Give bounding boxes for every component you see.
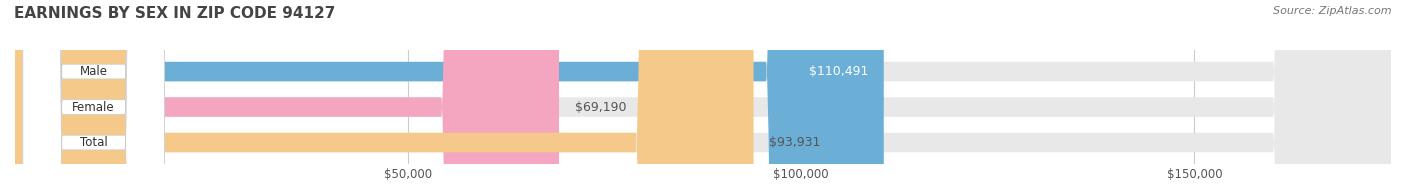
Text: Male: Male [80,65,108,78]
FancyBboxPatch shape [15,0,754,196]
FancyBboxPatch shape [15,0,1391,196]
FancyBboxPatch shape [22,0,165,196]
Text: Source: ZipAtlas.com: Source: ZipAtlas.com [1274,6,1392,16]
FancyBboxPatch shape [22,0,165,196]
FancyBboxPatch shape [15,0,560,196]
Text: Total: Total [80,136,107,149]
Text: Female: Female [72,101,115,113]
FancyBboxPatch shape [15,0,1391,196]
FancyBboxPatch shape [22,0,165,196]
Text: EARNINGS BY SEX IN ZIP CODE 94127: EARNINGS BY SEX IN ZIP CODE 94127 [14,6,336,21]
FancyBboxPatch shape [15,0,884,196]
FancyBboxPatch shape [15,0,1391,196]
Text: $110,491: $110,491 [808,65,868,78]
Text: $93,931: $93,931 [769,136,821,149]
Text: $69,190: $69,190 [575,101,626,113]
